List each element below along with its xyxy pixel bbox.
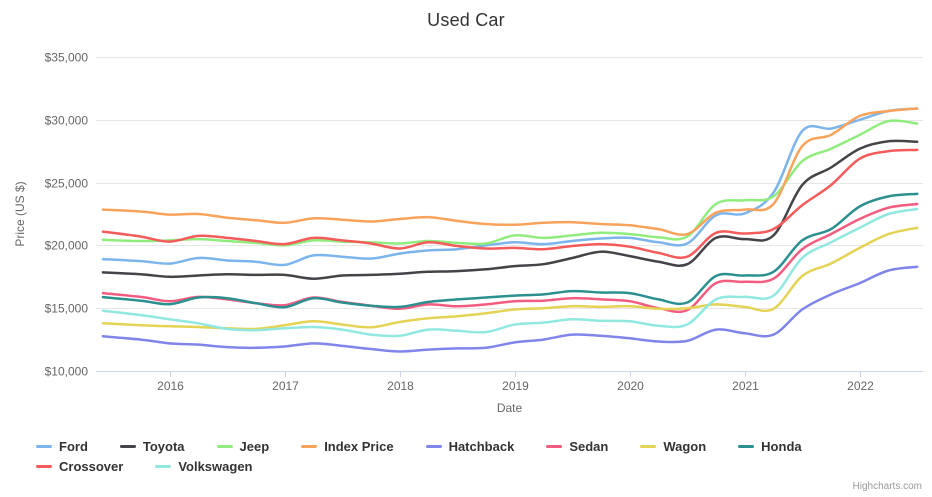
y-tick-label: $35,000 [45,51,89,65]
legend-item-jeep[interactable]: Jeep [216,439,270,454]
legend-label: Toyota [142,439,185,454]
y-tick-label: $15,000 [45,302,89,316]
legend-items: Ford Toyota Jeep Index Price Hatchback Sedan W… [36,439,896,474]
chart-title: Used Car [427,10,505,30]
x-tick-label: 2020 [617,379,644,393]
legend-item-ford[interactable]: Ford [36,439,88,454]
x-axis-title: Date [496,401,523,415]
series-line-hatchback[interactable] [101,265,919,353]
legend-label: Crossover [59,459,124,474]
x-tick-label: 2022 [847,379,874,393]
series-line-volkswagen[interactable] [101,207,919,338]
x-tick-label: 2018 [387,379,414,393]
legend-line-swatch [155,465,172,468]
legend: Ford Toyota Jeep Index Price Hatchback Sedan W… [0,439,932,474]
x-tick-label: 2016 [157,379,184,393]
highcharts-credit-link[interactable]: Highcharts.com [852,481,922,492]
legend-label: Honda [761,439,802,454]
plot-area: $10,000 $15,000 $20,000 $25,000 $30,000 $35,0… [45,51,923,393]
legend-line-swatch [119,445,136,448]
series-line-honda[interactable] [101,192,919,309]
legend-label: Jeep [239,439,270,454]
x-tick-label: 2019 [502,379,529,393]
legend-item-sedan[interactable]: Sedan [546,439,608,454]
y-tick-label: $30,000 [45,114,89,128]
x-tick-label: 2017 [272,379,299,393]
legend-label: Ford [59,439,88,454]
x-tick-label: 2021 [732,379,759,393]
legend-label: Wagon [663,439,707,454]
y-tick-label: $20,000 [45,239,89,253]
series-line-index-price[interactable] [101,107,919,236]
legend-line-swatch [36,465,52,468]
legend-item-honda[interactable]: Honda [738,439,802,454]
legend-label: Sedan [569,439,609,454]
legend-line-swatch [301,445,318,448]
legend-label: Volkswagen [178,459,253,474]
y-tick-label: $10,000 [45,365,89,379]
legend-line-swatch [36,445,52,448]
series-line-crossover[interactable] [101,148,919,260]
legend-item-volkswagen[interactable]: Volkswagen [155,459,253,474]
legend-item-wagon[interactable]: Wagon [640,439,706,454]
y-tick-label: $25,000 [45,177,89,191]
legend-line-swatch [640,445,657,448]
legend-item-toyota[interactable]: Toyota [119,439,185,454]
legend-item-index-price[interactable]: Index Price [301,439,394,454]
legend-label: Index Price [324,439,394,454]
legend-item-hatchback[interactable]: Hatchback [425,439,515,454]
legend-line-swatch [546,445,563,448]
legend-line-swatch [216,445,233,448]
legend-item-crossover[interactable]: Crossover [36,459,123,474]
legend-line-swatch [425,445,442,448]
legend-line-swatch [738,445,755,448]
legend-label: Hatchback [448,439,515,454]
series-line-ford[interactable] [101,107,919,267]
